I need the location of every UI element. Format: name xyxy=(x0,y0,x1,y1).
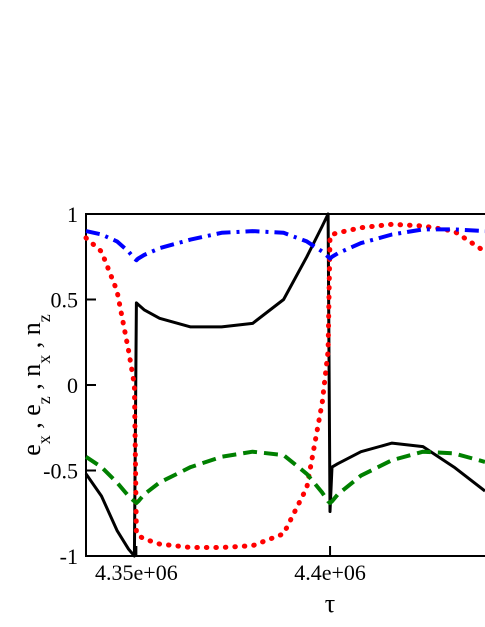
y-tick-label: 0 xyxy=(67,373,78,398)
series-line xyxy=(84,449,485,505)
y-tick-label: 0.5 xyxy=(51,288,79,313)
x-axis-label: τ xyxy=(325,589,335,618)
y-tick-label: -1 xyxy=(60,544,78,569)
series-line xyxy=(84,212,485,558)
x-tick-label: 4.35e+06 xyxy=(95,560,178,585)
y-tick-label: 1 xyxy=(67,202,78,227)
y-tick-label: -0.5 xyxy=(43,459,78,484)
series-line xyxy=(83,221,485,550)
x-tick-label: 4.4e+06 xyxy=(294,560,366,585)
y-axis-label: ex , ez , nx , nz xyxy=(17,314,54,456)
axis-frame xyxy=(85,213,485,557)
series-line xyxy=(85,227,485,263)
